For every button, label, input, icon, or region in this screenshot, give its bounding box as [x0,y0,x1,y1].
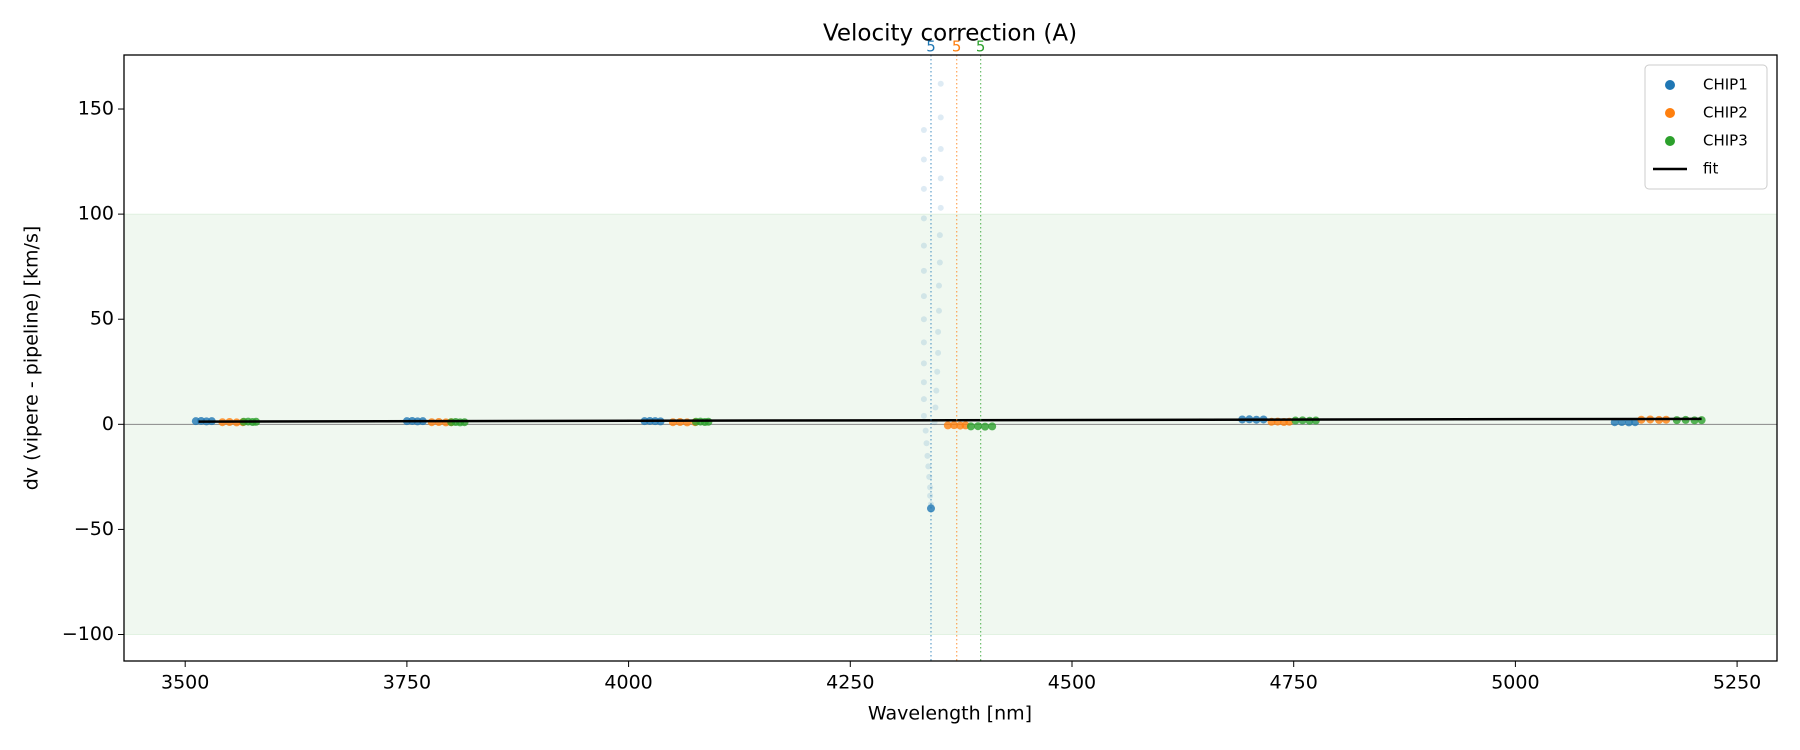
rejected-point [920,339,927,346]
rejected-point [937,145,944,152]
data-point [1690,416,1699,425]
data-point [966,422,975,431]
rejected-point [936,232,943,239]
y-axis-label: dv (vipere - pipeline) [km/s] [21,226,43,491]
x-tick-label: 5250 [1713,672,1761,694]
legend-swatch [1665,108,1675,118]
rejected-point [920,412,927,419]
data-point [1697,416,1706,425]
rejected-point [937,80,944,87]
rejected-point [920,127,927,134]
legend-label: CHIP3 [1703,132,1748,150]
x-tick-label: 4750 [1270,672,1318,694]
y-tick-label: −100 [62,623,114,645]
rejected-point [920,293,927,300]
rejected-point [925,463,932,470]
rejected-point [923,440,930,447]
order-label: 5 [952,38,962,56]
y-tick-label: −50 [74,518,114,540]
rejected-point [937,204,944,211]
rejected-point [920,379,927,386]
legend-label: CHIP2 [1703,104,1748,122]
fit-line [198,417,1702,423]
rejected-point [935,307,942,314]
data-point [950,421,959,430]
rejected-point [927,492,934,499]
rejected-point [936,259,943,266]
legend-swatch [1665,80,1675,90]
x-tick-label: 4500 [1048,672,1096,694]
legend-box [1644,64,1768,190]
data-point [1624,418,1633,427]
x-tick-label: 5000 [1491,672,1539,694]
rejected-point [920,316,927,323]
rejected-point [937,175,944,182]
plot-area [124,80,1777,636]
rejected-point [920,360,927,367]
rejected-point [927,484,934,491]
x-tick-label: 4000 [604,672,652,694]
rejected-point [922,427,929,434]
order-label: 5 [926,38,936,56]
order-label: 5 [976,38,986,56]
y-tick-label: 50 [90,308,114,330]
data-point [676,418,685,427]
x-tick-label: 4250 [826,672,874,694]
x-axis-label: Wavelength [nm] [868,703,1032,725]
rejected-point [920,156,927,163]
rejected-point [920,396,927,403]
x-tick-label: 3750 [383,672,431,694]
legend-swatch [1665,136,1675,146]
legend-label: fit [1703,160,1718,178]
rejected-point [935,349,942,356]
data-point [981,422,990,431]
rejected-point [920,215,927,222]
axes-frame [123,54,1778,662]
data-point [973,422,982,431]
chart-title: Velocity correction (A) [823,21,1077,47]
rejected-point [932,404,939,411]
y-tick-label: 0 [102,413,114,435]
rejected-point [920,242,927,249]
rejected-point [926,473,933,480]
rejected-point [935,282,942,289]
data-point [943,421,952,430]
y-tick-label: 100 [78,203,114,225]
y-tick-label: 150 [78,98,114,120]
rejected-point [920,267,927,274]
rejected-point [924,452,931,459]
legend-label: CHIP1 [1703,76,1748,94]
data-point [988,422,997,431]
rejected-point [933,387,940,394]
rejected-point [937,114,944,121]
x-tick-label: 3500 [161,672,209,694]
rejected-point [920,185,927,192]
rejected-point [934,368,941,375]
data-point [668,418,677,427]
rejected-point [935,328,942,335]
